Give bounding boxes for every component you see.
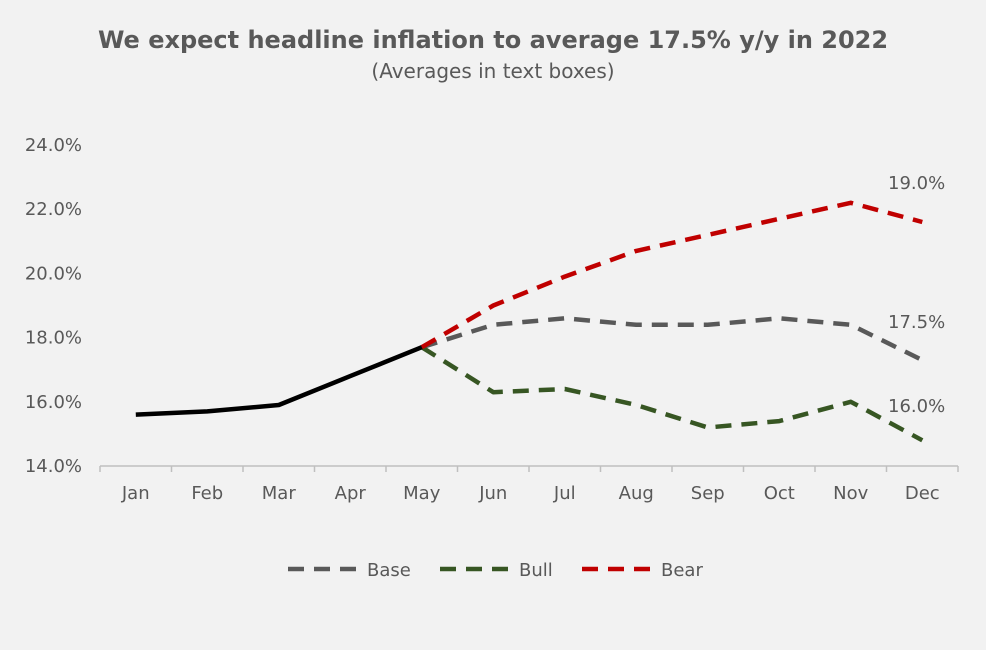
- x-tick-label: May: [403, 483, 441, 504]
- x-tick-label: Jul: [553, 483, 576, 504]
- chart-subtitle: (Averages in text boxes): [371, 59, 614, 83]
- x-tick-label: Apr: [335, 483, 367, 504]
- axes: Jan Feb Mar Apr May Jun Jul Aug Sep Oct Nov Dec 14.0…: [25, 135, 959, 504]
- x-tick-label: Aug: [619, 483, 654, 504]
- x-tick-label: Dec: [905, 483, 940, 504]
- x-tick-label: Nov: [833, 483, 868, 504]
- series-line-actual: [135, 345, 423, 417]
- series-line-bear: [420, 200, 923, 350]
- annotation-bear: 19.0%: [888, 173, 945, 194]
- y-tick-label: 24.0%: [25, 135, 82, 156]
- series-line-base: [421, 316, 924, 363]
- y-tick-label: 16.0%: [25, 392, 82, 413]
- x-tick-label: Jun: [478, 483, 507, 504]
- y-tick-label: 18.0%: [25, 328, 82, 349]
- legend-label-bear: Bear: [661, 560, 703, 581]
- chart-title: We expect headline inflation to average …: [98, 26, 888, 54]
- x-tick-label: Feb: [191, 483, 223, 504]
- x-tick-label: Sep: [691, 483, 725, 504]
- series-line-bull: [420, 345, 924, 443]
- y-tick-label: 20.0%: [25, 263, 82, 284]
- x-tick-label: Oct: [764, 483, 795, 504]
- y-tick-label: 14.0%: [25, 456, 82, 477]
- annotation-bull: 16.0%: [888, 396, 945, 417]
- annotations: 19.0% 17.5% 16.0%: [888, 173, 945, 417]
- x-tick-label: Mar: [262, 483, 297, 504]
- x-tick-label: Jan: [121, 483, 150, 504]
- legend-label-bull: Bull: [519, 560, 553, 581]
- series-lines: [135, 200, 924, 443]
- annotation-base: 17.5%: [888, 312, 945, 333]
- legend: Base Bull Bear: [288, 560, 703, 581]
- y-tick-label: 22.0%: [25, 199, 82, 220]
- legend-label-base: Base: [367, 560, 411, 581]
